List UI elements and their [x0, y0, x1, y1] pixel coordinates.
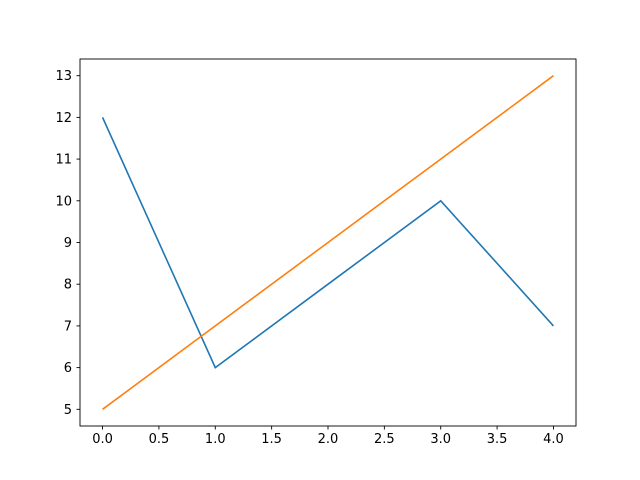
line-series-2 [102, 75, 554, 410]
x-tick-label: 0.5 [149, 432, 170, 447]
x-tick-label: 2.5 [374, 432, 395, 447]
data-series-group [101, 75, 555, 410]
line-series-1 [101, 117, 555, 369]
x-tick-label: 3.5 [487, 432, 508, 447]
x-tick-label: 1.5 [261, 432, 282, 447]
x-tick-label: 2.0 [318, 432, 339, 447]
y-tick-label: 6 [64, 361, 72, 376]
y-tick-label: 12 [55, 111, 72, 126]
x-tick-label: 3.0 [430, 432, 451, 447]
y-tick-label: 8 [64, 278, 72, 293]
x-tick-label: 0.0 [92, 432, 113, 447]
y-tick-label: 13 [55, 69, 72, 84]
y-tick-label: 11 [55, 153, 72, 168]
y-tick-label: 9 [64, 236, 72, 251]
x-tick-label: 1.0 [205, 432, 226, 447]
y-tick-label: 7 [64, 319, 72, 334]
y-tick-label: 10 [55, 194, 72, 209]
x-axis-ticks: 0.0 0.5 1.0 1.5 2.0 2.5 3.0 3.5 4.0 [92, 426, 564, 447]
y-axis-ticks: 5 6 7 8 9 10 11 12 13 [55, 69, 80, 418]
y-tick-label: 5 [64, 403, 72, 418]
x-tick-label: 4.0 [543, 432, 564, 447]
